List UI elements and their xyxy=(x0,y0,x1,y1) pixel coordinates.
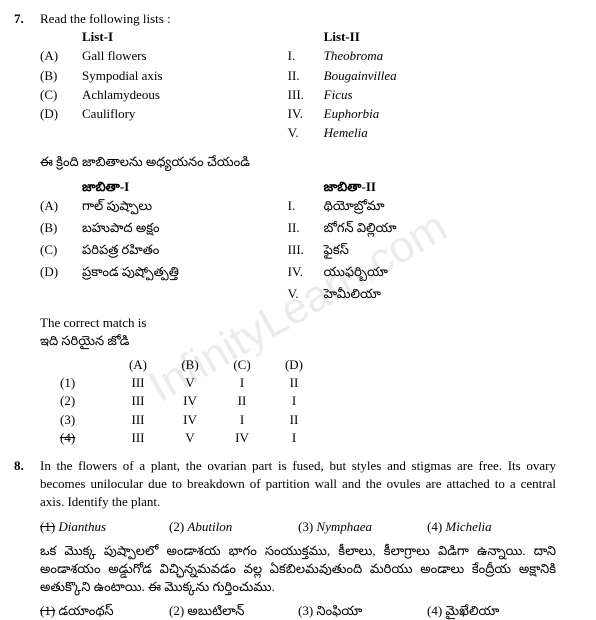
o3-a: III xyxy=(112,411,164,429)
l2en-1-k: I. xyxy=(288,47,324,65)
q7-number: 7. xyxy=(14,10,24,28)
q8t-4-v: మైఖేలియా xyxy=(445,603,499,618)
o1-n: (1) xyxy=(60,374,112,392)
l2te-1-k: I. xyxy=(288,197,324,215)
l2en-1-v: Theobroma xyxy=(324,47,383,65)
l1te-a-k: (A) xyxy=(40,197,82,215)
oh-d: (D) xyxy=(268,356,320,374)
o1-b: V xyxy=(164,374,216,392)
l2en-4-v: Euphorbia xyxy=(324,105,380,123)
o1-c: I xyxy=(216,374,268,392)
o2-c: II xyxy=(216,392,268,410)
o3-b: IV xyxy=(164,411,216,429)
o1-a: III xyxy=(112,374,164,392)
q8-number: 8. xyxy=(14,457,24,475)
q8t-3-v: నింఫియా xyxy=(316,603,362,618)
l1en-b-k: (B) xyxy=(40,67,82,85)
o2-d: I xyxy=(268,392,320,410)
list2-title-te: జాబితా-II xyxy=(324,178,376,196)
q8t-2-v: అబుటిలాన్ xyxy=(187,603,244,618)
l2te-2-v: బోగన్ విల్లియా xyxy=(324,219,397,237)
list2-title-en: List-II xyxy=(324,28,360,46)
l1en-c-v: Achlamydeous xyxy=(82,86,160,104)
list1-title-te: జాబితా-I xyxy=(82,178,129,196)
l1te-d-k: (D) xyxy=(40,263,82,281)
oh-c: (C) xyxy=(216,356,268,374)
o2-n: (2) xyxy=(60,392,112,410)
l2en-2-k: II. xyxy=(288,67,324,85)
l1en-a-k: (A) xyxy=(40,47,82,65)
o1-d: II xyxy=(268,374,320,392)
o3-n: (3) xyxy=(60,411,112,429)
l1te-b-v: బహుపాద అక్షం xyxy=(82,219,160,237)
q8e-1-v: Dianthus xyxy=(58,519,106,534)
l1en-b-v: Sympodial axis xyxy=(82,67,163,85)
o4-b: V xyxy=(164,429,216,447)
q8-text-te: ఒక మొక్క పుష్పాలలో అండాశయ భాగం సంయుక్తము… xyxy=(40,542,556,597)
q8e-4-n: (4) xyxy=(427,519,442,534)
q8e-2-v: Abutilon xyxy=(187,519,232,534)
l1en-a-v: Gall flowers xyxy=(82,47,147,65)
o2-a: III xyxy=(112,392,164,410)
l2en-3-k: III. xyxy=(288,86,324,104)
q8t-4-n: (4) xyxy=(427,603,442,618)
l2en-4-k: IV. xyxy=(288,105,324,123)
q8-text-en: In the flowers of a plant, the ovarian p… xyxy=(40,457,556,512)
l2te-5-k: V. xyxy=(288,285,324,303)
l2en-5-k: V. xyxy=(288,124,324,142)
l1en-d-k: (D) xyxy=(40,105,82,123)
l1te-d-v: ప్రకాండ పుష్పోత్పత్తి xyxy=(82,263,179,281)
l2en-3-v: Ficus xyxy=(324,86,353,104)
options-table: (A) (B) (C) (D) (1) III V I II (2) III I… xyxy=(60,356,556,447)
q8t-2-n: (2) xyxy=(169,603,184,618)
list1-title-en: List-I xyxy=(82,28,113,46)
match-te: ఇది సరియైన జోడి xyxy=(40,332,556,350)
q8t-3-n: (3) xyxy=(298,603,313,618)
l1te-c-v: పరిపత్ర రహితం xyxy=(82,241,159,259)
q7-intro-te: ఈ క్రింది జాబితాలను అధ్యయనం చేయండి xyxy=(40,153,556,171)
o3-c: I xyxy=(216,411,268,429)
q8e-3-v: Nymphaea xyxy=(316,519,372,534)
l2te-2-k: II. xyxy=(288,219,324,237)
oh-b: (B) xyxy=(164,356,216,374)
l2en-2-v: Bougainvillea xyxy=(324,67,397,85)
l1te-b-k: (B) xyxy=(40,219,82,237)
o3-d: II xyxy=(268,411,320,429)
l2te-5-v: హెమీలియా xyxy=(324,285,381,303)
o4-c: IV xyxy=(216,429,268,447)
l2te-1-v: థియోబ్రోమా xyxy=(324,197,385,215)
l1en-d-v: Cauliflory xyxy=(82,105,135,123)
question-8: 8. In the flowers of a plant, the ovaria… xyxy=(40,457,556,620)
oh-a: (A) xyxy=(112,356,164,374)
l2te-4-k: IV. xyxy=(288,263,324,281)
o4-a: III xyxy=(112,429,164,447)
q8t-1-v: డయాంథస్ xyxy=(58,603,113,618)
l1te-c-k: (C) xyxy=(40,241,82,259)
match-en: The correct match is xyxy=(40,314,556,332)
q8t-1-n: (1) xyxy=(40,603,55,618)
o4-n: (4) xyxy=(60,429,112,447)
q8e-2-n: (2) xyxy=(169,519,184,534)
l2te-3-v: ఫైకస్ xyxy=(324,241,349,259)
question-7: 7. Read the following lists : List-I (A)… xyxy=(40,10,556,447)
o2-b: IV xyxy=(164,392,216,410)
l1en-c-k: (C) xyxy=(40,86,82,104)
l1te-a-v: గాల్ పుష్పాలు xyxy=(82,197,152,215)
q8e-3-n: (3) xyxy=(298,519,313,534)
q7-intro-en: Read the following lists : xyxy=(40,10,556,28)
l2te-4-v: యుఫర్బియా xyxy=(324,263,388,281)
q8e-1-n: (1) xyxy=(40,519,55,534)
q8e-4-v: Michelia xyxy=(445,519,491,534)
o4-d: I xyxy=(268,429,320,447)
l2te-3-k: III. xyxy=(288,241,324,259)
l2en-5-v: Hemelia xyxy=(324,124,368,142)
